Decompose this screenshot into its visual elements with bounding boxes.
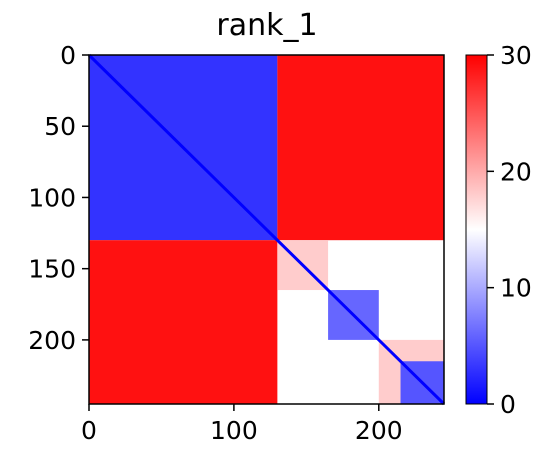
heatmap-diagonal: [87, 53, 446, 406]
colorbar: [465, 54, 488, 405]
x-axis: 0 100 200: [81, 404, 403, 445]
x-tick-label: 200: [355, 416, 403, 445]
y-tick-label: 100: [28, 183, 76, 212]
x-tick-label: 100: [210, 416, 258, 445]
colorbar-axis: 0 10 20 30: [487, 41, 532, 419]
heatmap-cells: [87, 53, 446, 406]
colorbar-tick-label: 10: [500, 274, 532, 303]
chart-title: rank_1: [216, 8, 317, 43]
y-tick-label: 150: [28, 255, 76, 284]
y-tick-label: 50: [44, 112, 76, 141]
colorbar-tick-label: 30: [500, 41, 532, 70]
plot-frame: [88, 54, 445, 405]
colorbar-tick-label: 0: [500, 390, 516, 419]
y-tick-label: 0: [60, 41, 76, 70]
x-tick-label: 0: [81, 416, 97, 445]
y-tick-label: 200: [28, 326, 76, 355]
colorbar-tick-label: 20: [500, 157, 532, 186]
heatmap-block: [89, 240, 278, 404]
heatmap-block: [277, 55, 444, 241]
y-axis: 0 50 100 150 200: [28, 41, 89, 355]
